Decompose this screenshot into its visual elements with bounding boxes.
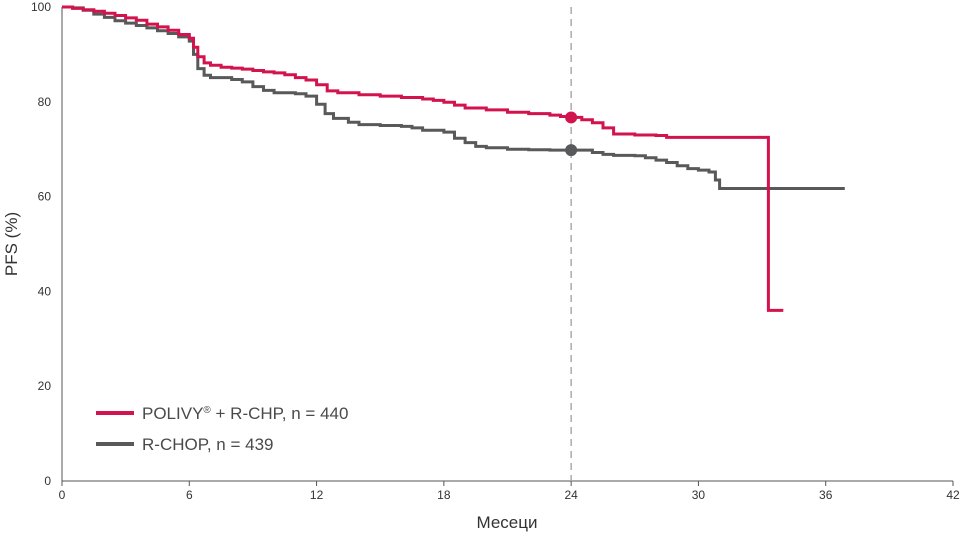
x-tick-label: 36 [819, 488, 833, 502]
series-rchop-marker [565, 144, 578, 157]
x-tick-label: 6 [186, 488, 193, 502]
y-tick-label: 100 [31, 0, 51, 14]
legend-label-polivy-sup: ® [203, 405, 211, 416]
y-tick-label: 40 [38, 284, 52, 298]
y-axis-ticks: 0 20 40 60 80 100 [31, 0, 51, 488]
x-axis-title: Месеци [477, 513, 538, 532]
legend-label-polivy: POLIVY® + R-CHP, n = 440 [142, 404, 348, 423]
x-tick-label: 0 [59, 488, 66, 502]
legend-label-polivy-main: POLIVY [142, 404, 203, 423]
series-polivy-marker [565, 111, 578, 124]
y-tick-label: 80 [38, 95, 52, 109]
legend-label-polivy-rest: + R-CHP, n = 440 [211, 404, 349, 423]
x-tick-label: 12 [310, 488, 324, 502]
y-tick-label: 60 [38, 190, 52, 204]
x-tick-label: 42 [946, 488, 960, 502]
x-axis-ticks: 0 6 12 18 24 30 36 42 [59, 481, 960, 502]
y-tick-label: 20 [38, 379, 52, 393]
series-rchop-line [62, 5, 845, 190]
y-axis-title: PFS (%) [2, 212, 21, 276]
y-tick-label: 0 [44, 474, 51, 488]
x-tick-label: 24 [564, 488, 578, 502]
axes [61, 7, 953, 482]
series-polivy-line [62, 5, 784, 312]
series-lines [62, 5, 845, 312]
series-markers [565, 111, 578, 157]
legend: POLIVY® + R-CHP, n = 440 R-CHOP, n = 439 [96, 404, 348, 454]
x-tick-label: 18 [437, 488, 451, 502]
x-tick-label: 30 [692, 488, 706, 502]
legend-label-rchop: R-CHOP, n = 439 [142, 435, 274, 454]
